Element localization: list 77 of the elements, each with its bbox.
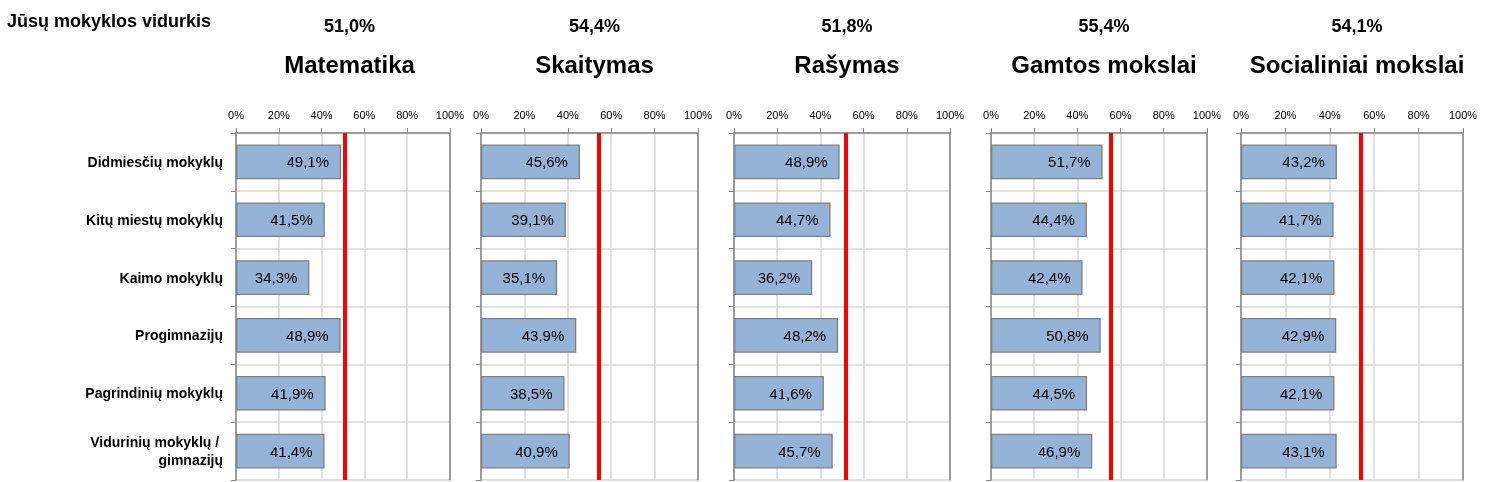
- x-tick-label: 20%: [267, 108, 291, 121]
- y-tick-label: Kitų miestų mokyklų: [86, 211, 223, 228]
- x-tick-label: 0%: [228, 108, 245, 121]
- data-label: 45,6%: [525, 153, 568, 171]
- y-tick-label: Didmiesčių mokyklų: [87, 153, 223, 170]
- data-label: 44,4%: [1032, 211, 1075, 229]
- data-label: 49,1%: [286, 153, 330, 171]
- x-tick-label: 80%: [1152, 108, 1175, 121]
- data-label: 50,8%: [1046, 326, 1089, 344]
- x-tick-label: 20%: [513, 108, 536, 121]
- y-tick-label: Vidurinių mokyklų / gimnazijų: [90, 434, 223, 469]
- y-tick-label: Pagrindinių mokyklų: [85, 385, 223, 402]
- x-tick-label: 60%: [1363, 108, 1386, 121]
- data-label: 44,7%: [776, 211, 819, 229]
- data-label: 46,9%: [1037, 442, 1081, 460]
- data-label: 41,5%: [270, 211, 313, 229]
- data-label: 41,9%: [271, 384, 314, 402]
- x-tick-label: 80%: [396, 108, 419, 121]
- data-label: 42,9%: [1281, 326, 1325, 344]
- data-label: 41,7%: [1279, 211, 1322, 229]
- x-tick-label: 80%: [1407, 108, 1430, 121]
- data-label: 43,2%: [1282, 153, 1325, 171]
- x-tick-label: 60%: [600, 108, 623, 121]
- x-tick-label: 40%: [556, 108, 580, 121]
- chart-title: Rašymas: [794, 50, 900, 78]
- data-label: 48,9%: [785, 153, 828, 171]
- data-label: 43,9%: [521, 326, 565, 344]
- data-label: 42,1%: [1279, 384, 1323, 402]
- data-label: 42,4%: [1028, 269, 1071, 287]
- chart-title: Matematika: [284, 50, 416, 78]
- x-tick-label: 20%: [1274, 108, 1297, 121]
- y-tick-label: Progimnazijų: [135, 327, 223, 344]
- x-tick-label: 40%: [310, 108, 333, 121]
- x-tick-label: 0%: [983, 108, 1000, 121]
- chart-subtitle: 51,0%: [323, 16, 376, 36]
- x-tick-label: 20%: [1023, 108, 1046, 121]
- x-tick-label: 60%: [852, 108, 875, 121]
- x-tick-label: 100%: [1192, 108, 1222, 121]
- x-tick-label: 100%: [1448, 108, 1478, 121]
- x-tick-label: 80%: [643, 108, 666, 121]
- x-tick-label: 0%: [726, 108, 743, 121]
- y-tick-label: Kaimo mokyklų: [119, 269, 223, 286]
- chart-title: Skaitymas: [535, 50, 654, 78]
- x-tick-label: 0%: [1233, 108, 1250, 121]
- data-label: 39,1%: [511, 211, 554, 229]
- data-label: 34,3%: [254, 269, 298, 287]
- x-tick-label: 100%: [683, 108, 713, 121]
- chart-subtitle: 51,8%: [821, 16, 873, 36]
- x-tick-label: 100%: [935, 108, 965, 121]
- chart-title: Gamtos mokslai: [1011, 50, 1197, 78]
- chart-subtitle: 55,4%: [1078, 16, 1130, 36]
- text: Jūsų mokyklos vidurkis: [7, 11, 212, 31]
- x-tick-label: 80%: [895, 108, 919, 121]
- chart-title: Socialiniai mokslai: [1249, 50, 1465, 78]
- x-tick-label: 100%: [435, 108, 465, 121]
- chart-subtitle: 54,4%: [568, 16, 621, 36]
- x-tick-label: 40%: [1318, 108, 1342, 121]
- data-label: 41,6%: [769, 384, 812, 402]
- data-label: 42,1%: [1279, 269, 1323, 287]
- data-label: 43,1%: [1282, 442, 1325, 460]
- x-tick-label: 40%: [809, 108, 832, 121]
- data-label: 44,5%: [1032, 384, 1076, 402]
- data-label: 40,9%: [515, 442, 558, 460]
- data-label: 36,2%: [757, 269, 801, 287]
- x-tick-label: 40%: [1066, 108, 1089, 121]
- data-label: 48,2%: [783, 326, 827, 344]
- x-tick-label: 0%: [473, 108, 490, 121]
- x-tick-label: 60%: [353, 108, 376, 121]
- data-label: 48,9%: [286, 326, 329, 344]
- data-label: 51,7%: [1048, 153, 1091, 171]
- data-label: 45,7%: [778, 442, 821, 460]
- chart-subtitle: 54,1%: [1331, 16, 1383, 36]
- x-tick-label: 60%: [1109, 108, 1132, 121]
- data-label: 35,1%: [502, 269, 546, 287]
- data-label: 38,5%: [510, 384, 553, 402]
- data-label: 41,4%: [270, 442, 313, 460]
- x-tick-label: 20%: [766, 108, 789, 121]
